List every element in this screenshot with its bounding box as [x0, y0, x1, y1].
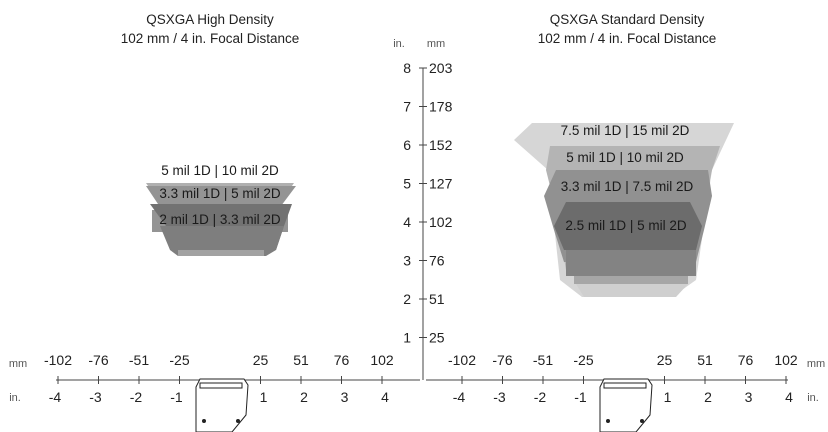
vertical-tick-mm-label: 203 — [429, 60, 453, 76]
horizontal-tick-in-label: 2 — [704, 389, 712, 405]
horizontal-tick-mm-label: -51 — [129, 352, 149, 368]
left-title-line1: QSXGA High Density — [146, 12, 274, 27]
right-zone-label-4: 2.5 mil 1D | 5 mil 2D — [565, 218, 687, 233]
horizontal-tick-mm-label: -76 — [88, 352, 108, 368]
horizontal-tick-in-label: 3 — [745, 389, 753, 405]
left-scanner — [195, 378, 249, 432]
vertical-tick-mm-label: 25 — [429, 330, 445, 346]
vertical-tick-in-label: 4 — [403, 214, 411, 230]
horizontal-unit-in-right: in. — [807, 392, 819, 404]
horizontal-unit-in-left: in. — [9, 392, 21, 404]
horizontal-unit-mm-left: mm — [9, 358, 27, 370]
left-zone-edge — [160, 226, 284, 256]
horizontal-tick-mm-label: 51 — [697, 352, 713, 368]
vertical-tick-in-label: 1 — [403, 330, 411, 346]
left-zone-label-2: 3.3 mil 1D | 5 mil 2D — [159, 186, 281, 201]
right-title: QSXGA Standard Density 102 mm / 4 in. Fo… — [538, 12, 717, 46]
left-title: QSXGA High Density 102 mm / 4 in. Focal … — [121, 12, 300, 46]
right-zone-base-c — [576, 284, 688, 297]
vertical-tick-mm-label: 102 — [429, 214, 453, 230]
vertical-tick-in-label: 6 — [403, 137, 411, 153]
horizontal-tick-mm-label: 76 — [334, 352, 350, 368]
vertical-tick-mm-label: 76 — [429, 253, 445, 269]
horizontal-tick-mm-label: 102 — [774, 352, 798, 368]
vertical-tick-in-label: 8 — [403, 60, 411, 76]
horizontal-tick-mm-label: -51 — [533, 352, 553, 368]
right-zone-label-2: 5 mil 1D | 10 mil 2D — [566, 150, 684, 165]
horizontal-tick-in-label: -3 — [89, 389, 102, 405]
horizontal-tick-mm-label: 25 — [253, 352, 269, 368]
horizontal-tick-in-label: -4 — [49, 389, 62, 405]
horizontal-tick-mm-label: -25 — [169, 352, 189, 368]
horizontal-tick-in-label: 4 — [785, 389, 793, 405]
vertical-unit-in: in. — [393, 38, 405, 50]
right-scanner — [599, 378, 653, 432]
left-title-line2: 102 mm / 4 in. Focal Distance — [121, 31, 300, 46]
right-zone-4 — [554, 202, 702, 250]
left-zone-base — [178, 250, 264, 256]
vertical-tick-in-label: 3 — [403, 253, 411, 269]
horizontal-tick-in-label: 4 — [381, 389, 389, 405]
right-zone-base-a — [566, 250, 696, 276]
horizontal-tick-in-label: -4 — [453, 389, 466, 405]
left-zone-label-1: 5 mil 1D | 10 mil 2D — [161, 163, 279, 178]
right-fov: 7.5 mil 1D | 15 mil 2D 5 mil 1D | 10 mil… — [514, 123, 734, 297]
horizontal-tick-in-label: 1 — [260, 389, 268, 405]
horizontal-tick-mm-label: 102 — [370, 352, 394, 368]
vertical-axis: in. mm 8 203 7 178 6 152 5 127 4 102 3 76 2 51 1 25 — [393, 38, 453, 380]
right-zone-label-1: 7.5 mil 1D | 15 mil 2D — [561, 123, 690, 138]
horizontal-tick-mm-label: -102 — [448, 352, 476, 368]
horizontal-tick-in-label: 3 — [341, 389, 349, 405]
horizontal-ticks: -102-4-76-3-51-2-25-12515127631024-102-4… — [44, 352, 798, 405]
right-title-line1: QSXGA Standard Density — [550, 12, 705, 27]
horizontal-tick-mm-label: -25 — [573, 352, 593, 368]
horizontal-tick-in-label: 2 — [300, 389, 308, 405]
horizontal-tick-mm-label: 76 — [738, 352, 754, 368]
vertical-tick-in-label: 5 — [403, 176, 411, 192]
horizontal-tick-in-label: -1 — [574, 389, 587, 405]
vertical-tick-mm-label: 51 — [429, 291, 445, 307]
right-title-line2: 102 mm / 4 in. Focal Distance — [538, 31, 717, 46]
right-zone-base-b — [574, 276, 688, 284]
horizontal-unit-mm-right: mm — [807, 358, 825, 370]
horizontal-tick-in-label: -2 — [130, 389, 143, 405]
horizontal-tick-mm-label: -102 — [44, 352, 72, 368]
right-zone-label-3: 3.3 mil 1D | 7.5 mil 2D — [561, 179, 694, 194]
vertical-tick-in-label: 2 — [403, 291, 411, 307]
vertical-tick-mm-label: 152 — [429, 137, 453, 153]
horizontal-tick-in-label: 1 — [664, 389, 672, 405]
horizontal-tick-in-label: -3 — [493, 389, 506, 405]
horizontal-tick-mm-label: 25 — [657, 352, 673, 368]
horizontal-axis: mm in. mm in. -102-4-76-3-51-2-25-125151… — [9, 352, 825, 405]
horizontal-tick-in-label: -1 — [170, 389, 183, 405]
horizontal-tick-mm-label: 51 — [293, 352, 309, 368]
vertical-tick-mm-label: 127 — [429, 176, 453, 192]
vertical-tick-mm-label: 178 — [429, 99, 453, 115]
vertical-tick-in-label: 7 — [403, 99, 411, 115]
horizontal-tick-mm-label: -76 — [492, 352, 512, 368]
vertical-unit-mm: mm — [427, 38, 445, 50]
left-fov: 5 mil 1D | 10 mil 2D 3.3 mil 1D | 5 mil … — [146, 163, 296, 256]
vertical-ticks: 8 203 7 178 6 152 5 127 4 102 3 76 2 51 1 25 — [403, 60, 452, 346]
horizontal-tick-in-label: -2 — [534, 389, 547, 405]
left-zone-label-3: 2 mil 1D | 3.3 mil 2D — [159, 212, 281, 227]
